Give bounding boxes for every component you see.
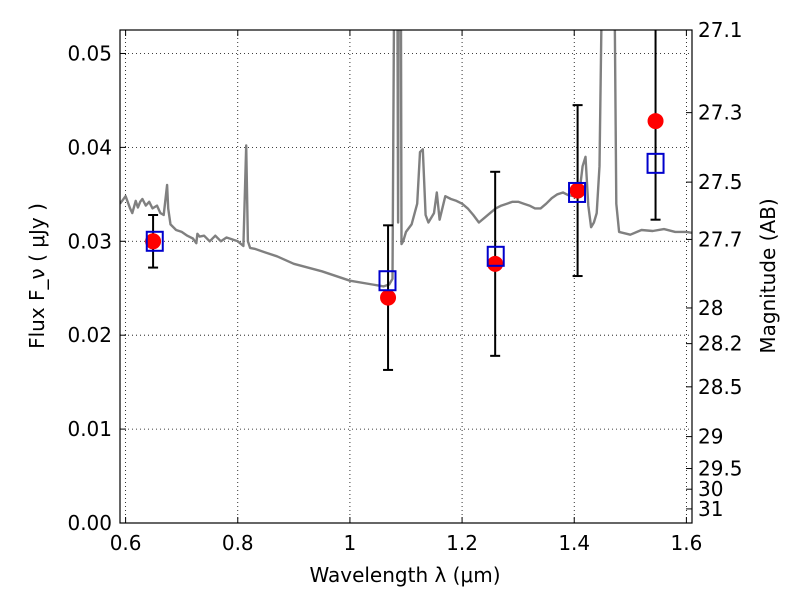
y-right-tick-label: 28.2 bbox=[698, 332, 743, 356]
y-tick-label: 0.04 bbox=[67, 135, 112, 159]
y-axis-right-label: Magnitude (AB) bbox=[756, 198, 780, 353]
observed-flux-point bbox=[569, 182, 586, 199]
y-right-tick-label: 27.3 bbox=[698, 101, 743, 125]
y-right-tick-label: 27.7 bbox=[698, 227, 743, 251]
y-tick-label: 0.03 bbox=[67, 229, 112, 253]
x-tick-label: 1.6 bbox=[670, 531, 702, 555]
y-right-tick-label: 29.5 bbox=[698, 457, 743, 481]
plot-border bbox=[119, 29, 693, 524]
grid bbox=[120, 30, 692, 524]
y-tick-label: 0.01 bbox=[67, 417, 112, 441]
observed-flux-point bbox=[647, 113, 664, 130]
x-axis-label: Wavelength λ (μm) bbox=[309, 563, 500, 587]
spectrum-line bbox=[120, 30, 692, 288]
y-tick-label: 0.02 bbox=[67, 323, 112, 347]
y-right-tick-label: 28 bbox=[698, 296, 723, 320]
model-flux-square bbox=[378, 270, 397, 292]
y-right-tick-label: 27.5 bbox=[698, 170, 743, 194]
y-tick-label: 0.00 bbox=[67, 511, 112, 535]
y-right-tick-label: 28.5 bbox=[698, 375, 743, 399]
y-right-tick-label: 30 bbox=[698, 477, 723, 501]
x-tick-label: 0.8 bbox=[222, 531, 254, 555]
y-axis-label: Flux F_ν ( μJy ) bbox=[25, 203, 49, 349]
model-flux-square bbox=[486, 245, 505, 267]
ticks: 0.6 0.8 1 1.2 1.4 1.6 0.00 0.01 0.02 0.03 0.04 0.05… bbox=[67, 18, 742, 555]
observed-flux-point bbox=[487, 255, 504, 272]
y-right-tick-label: 29 bbox=[698, 425, 723, 449]
plot-frame bbox=[119, 29, 693, 524]
y-right-tick-label: 27.1 bbox=[698, 18, 743, 42]
model-flux-square bbox=[568, 181, 587, 203]
x-tick-label: 1.2 bbox=[446, 531, 478, 555]
model-flux-square bbox=[646, 152, 665, 174]
model-flux-square bbox=[145, 230, 164, 252]
x-tick-label: 1.4 bbox=[558, 531, 590, 555]
y-tick-label: 0.05 bbox=[67, 41, 112, 65]
x-tick-label: 0.6 bbox=[110, 531, 142, 555]
x-tick-label: 1 bbox=[344, 531, 357, 555]
y-right-tick-label: 31 bbox=[698, 497, 723, 521]
series-layer bbox=[120, 30, 692, 371]
observed-flux-point bbox=[145, 233, 162, 250]
observed-flux-point bbox=[380, 289, 397, 306]
